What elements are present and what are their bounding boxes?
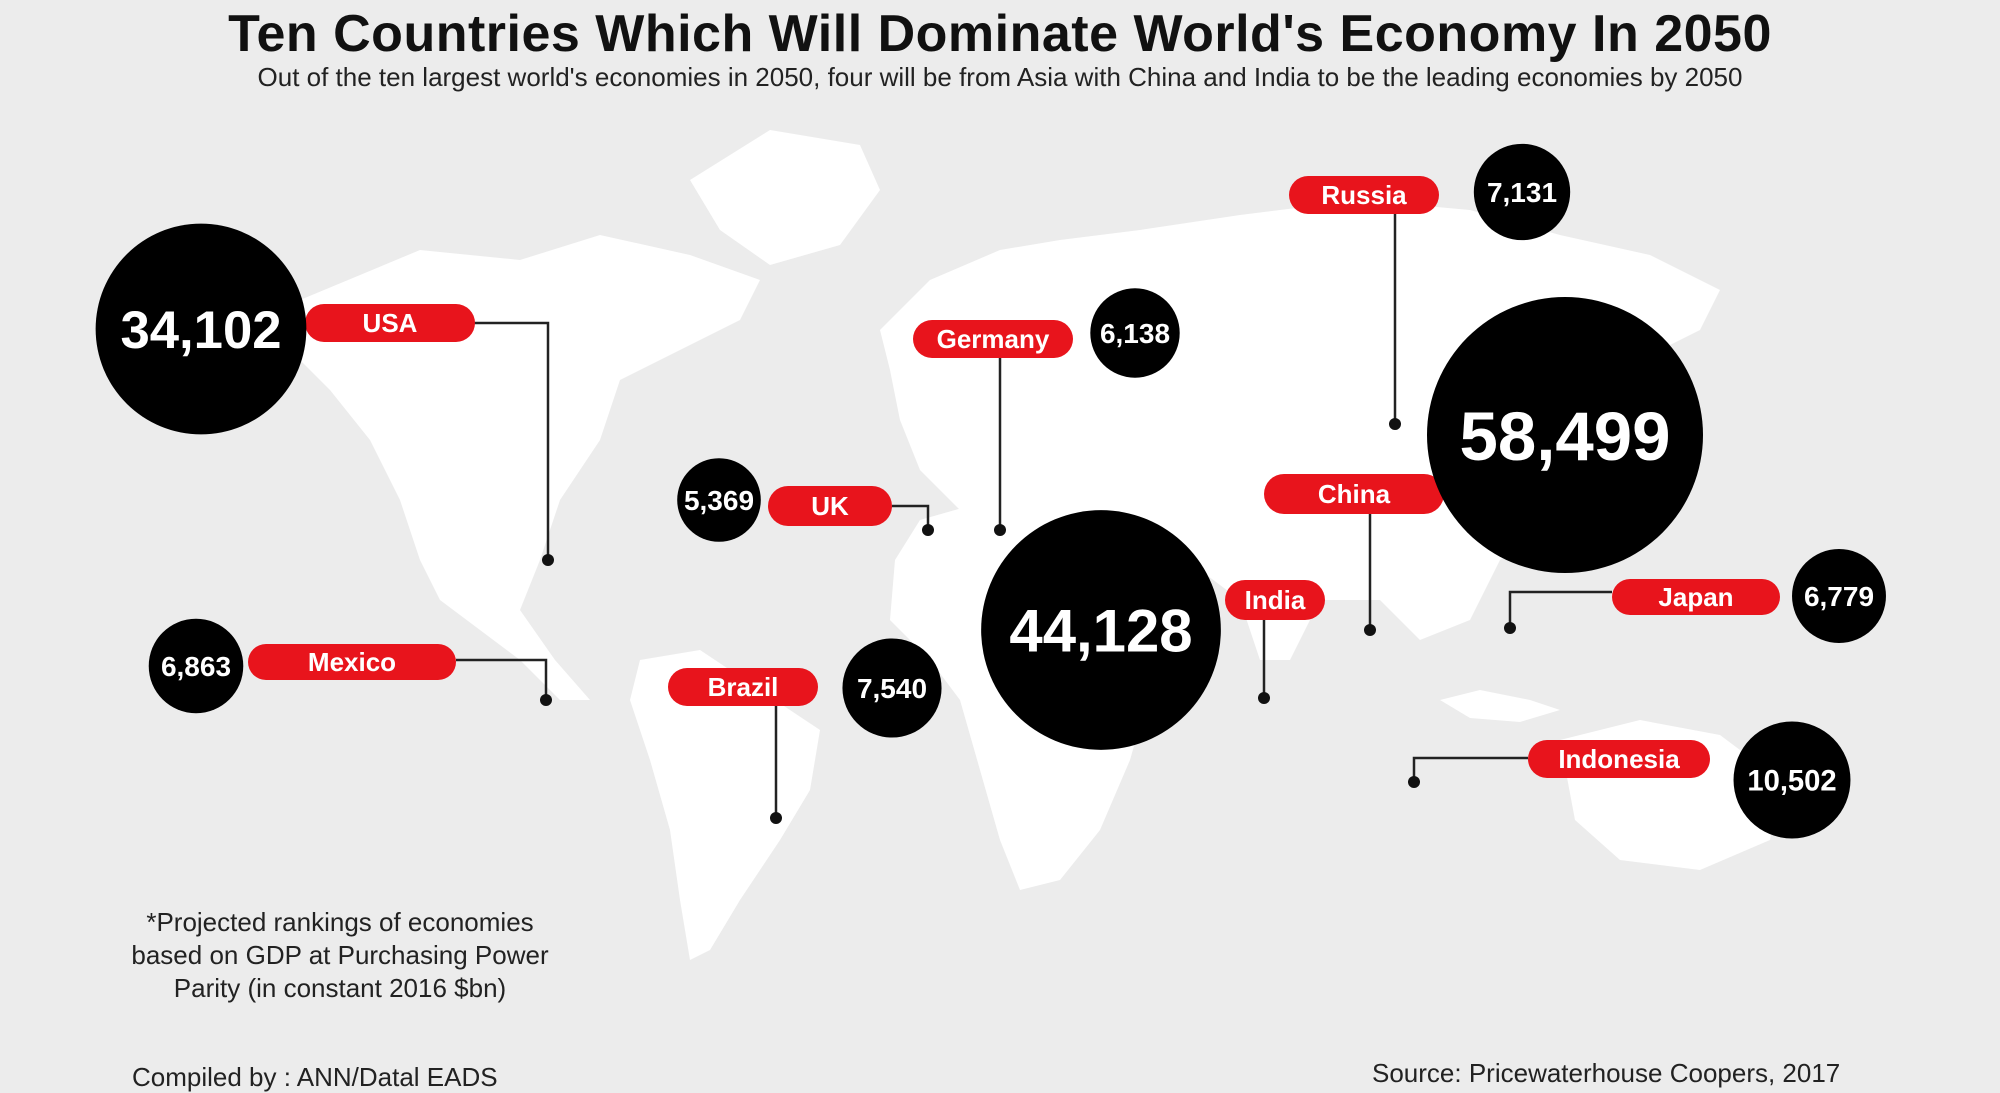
brazil-bubble xyxy=(842,638,942,738)
brazil-location-dot xyxy=(770,812,782,824)
indonesia-bubble xyxy=(1733,721,1851,839)
compiled-by: Compiled by : ANN/Datal EADS xyxy=(132,1062,498,1092)
mexico-label: Mexico xyxy=(308,647,396,677)
germany-label-pill xyxy=(913,320,1073,358)
usa-label: USA xyxy=(363,308,418,338)
russia-label: Russia xyxy=(1321,180,1407,210)
russia-bubble xyxy=(1473,143,1571,241)
indonesia-label: Indonesia xyxy=(1558,744,1680,774)
uk-value: 5,369 xyxy=(684,485,754,516)
indonesia-value: 10,502 xyxy=(1747,766,1836,798)
usa-leader-line xyxy=(430,321,550,560)
japan-leader-line xyxy=(1508,590,1612,628)
indonesia-location-dot xyxy=(1408,776,1420,788)
mexico-value: 6,863 xyxy=(161,651,231,682)
country-india: India 44,128 xyxy=(981,510,1325,750)
uk-leader-line xyxy=(892,504,930,530)
japan-label-pill xyxy=(1612,579,1780,615)
country-mexico: Mexico 6,863 xyxy=(148,618,552,714)
mexico-leader-line xyxy=(456,658,548,700)
country-russia: Russia 7,131 xyxy=(1289,143,1571,430)
india-label-pill xyxy=(1225,580,1325,620)
country-germany: Germany 6,138 xyxy=(913,288,1180,536)
country-uk: UK 5,369 xyxy=(677,458,934,542)
map-indonesia-islands xyxy=(1440,690,1560,722)
germany-label: Germany xyxy=(937,324,1050,354)
uk-bubble xyxy=(677,458,761,542)
map-north-america xyxy=(290,235,760,700)
chart-title: Ten Countries Which Will Dominate World'… xyxy=(228,5,1772,63)
russia-location-dot xyxy=(1389,418,1401,430)
usa-bubble xyxy=(95,223,307,435)
japan-location-dot xyxy=(1504,622,1516,634)
usa-location-dot xyxy=(542,554,554,566)
japan-label: Japan xyxy=(1658,582,1733,612)
china-label-pill xyxy=(1264,474,1444,514)
china-location-dot xyxy=(1364,624,1376,636)
russia-label-pill xyxy=(1289,176,1439,214)
uk-location-dot xyxy=(922,524,934,536)
india-location-dot xyxy=(1258,692,1270,704)
country-usa: USA 34,102 xyxy=(95,223,554,566)
uk-label: UK xyxy=(811,491,849,521)
mexico-bubble xyxy=(148,618,244,714)
mexico-location-dot xyxy=(540,694,552,706)
brazil-value: 7,540 xyxy=(857,673,927,704)
mexico-label-pill xyxy=(248,644,456,680)
chart-subtitle: Out of the ten largest world's economies… xyxy=(257,62,1743,92)
usa-label-pill xyxy=(305,304,475,342)
india-label: India xyxy=(1245,585,1306,615)
country-indonesia: Indonesia 10,502 xyxy=(1408,721,1851,839)
brazil-label-pill xyxy=(668,668,818,706)
russia-value: 7,131 xyxy=(1487,177,1557,208)
country-brazil: Brazil 7,540 xyxy=(668,638,942,824)
india-value: 44,128 xyxy=(1009,598,1192,665)
china-value: 58,499 xyxy=(1459,398,1670,475)
germany-value: 6,138 xyxy=(1100,318,1170,349)
india-bubble xyxy=(981,510,1221,750)
china-label: China xyxy=(1318,479,1391,509)
country-china: China 58,499 xyxy=(1264,297,1703,636)
country-japan: Japan 6,779 xyxy=(1504,549,1886,643)
brazil-label: Brazil xyxy=(708,672,779,702)
indonesia-leader-line xyxy=(1412,756,1528,782)
usa-value: 34,102 xyxy=(120,301,281,360)
germany-location-dot xyxy=(994,524,1006,536)
map-south-america xyxy=(630,650,820,960)
map-greenland xyxy=(690,130,880,265)
china-bubble xyxy=(1427,297,1703,573)
indonesia-label-pill xyxy=(1528,740,1710,778)
germany-bubble xyxy=(1090,288,1180,378)
japan-value: 6,779 xyxy=(1804,581,1874,612)
footnote: *Projected rankings of economies based o… xyxy=(131,907,549,1003)
source-note: Source: Pricewaterhouse Coopers, 2017 xyxy=(1372,1058,1841,1088)
uk-label-pill xyxy=(768,486,892,526)
japan-bubble xyxy=(1792,549,1886,643)
